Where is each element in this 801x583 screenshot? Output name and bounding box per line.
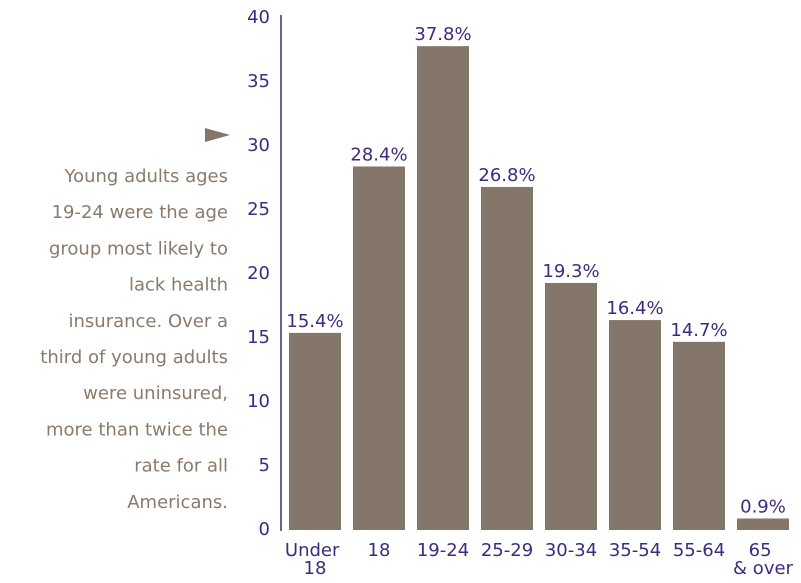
bar: [289, 332, 341, 530]
value-label: 14.7%: [670, 320, 727, 341]
x-tick-label: 35-54: [609, 540, 661, 561]
x-tick-label: Under 18: [285, 540, 345, 579]
arrow: [205, 128, 230, 142]
bar: [673, 341, 725, 530]
bar: [545, 282, 597, 530]
y-tick-label: 40: [247, 7, 270, 28]
value-label: 0.9%: [740, 496, 786, 517]
y-tick-label: 0: [259, 519, 270, 540]
annotation-line: were uninsured,: [83, 383, 228, 404]
annotation-line: group most likely to: [49, 238, 228, 259]
x-tick-label: 55-64: [673, 540, 725, 561]
annotation-line: rate for all: [134, 456, 228, 477]
x-tick-label: 18: [368, 540, 391, 561]
annotation-line: 19-24 were the age: [52, 202, 228, 223]
value-label: 16.4%: [606, 298, 663, 319]
bar: [609, 320, 661, 530]
y-tick-label: 10: [247, 391, 270, 412]
value-label: 19.3%: [542, 261, 599, 282]
annotation-line: Young adults ages: [63, 166, 228, 187]
bar: [481, 186, 533, 530]
y-tick-label: 35: [247, 71, 270, 92]
annotation-line: Americans.: [127, 492, 228, 513]
y-tick-label: 25: [247, 199, 270, 220]
y-tick-label: 20: [247, 263, 270, 284]
x-tick-label: 25-29: [481, 540, 533, 561]
x-tick-label: 19-24: [417, 540, 469, 561]
annotation-line: lack health: [129, 275, 228, 296]
annotation-line: third of young adults: [40, 347, 228, 368]
x-tick-label: 65 & over: [733, 540, 793, 579]
y-tick-label: 15: [247, 327, 270, 348]
value-label: 26.8%: [478, 165, 535, 186]
annotation-line: more than twice the: [46, 419, 228, 440]
y-tick-label: 5: [259, 455, 270, 476]
x-tick-label: 30-34: [545, 540, 597, 561]
value-label: 15.4%: [286, 311, 343, 332]
annotation-line: insurance. Over a: [69, 311, 229, 332]
y-tick-label: 30: [247, 135, 270, 156]
value-label: 37.8%: [414, 24, 471, 45]
bar: [737, 518, 789, 530]
bar: [417, 46, 469, 530]
value-label: 28.4%: [350, 144, 407, 165]
bar: [353, 166, 405, 531]
